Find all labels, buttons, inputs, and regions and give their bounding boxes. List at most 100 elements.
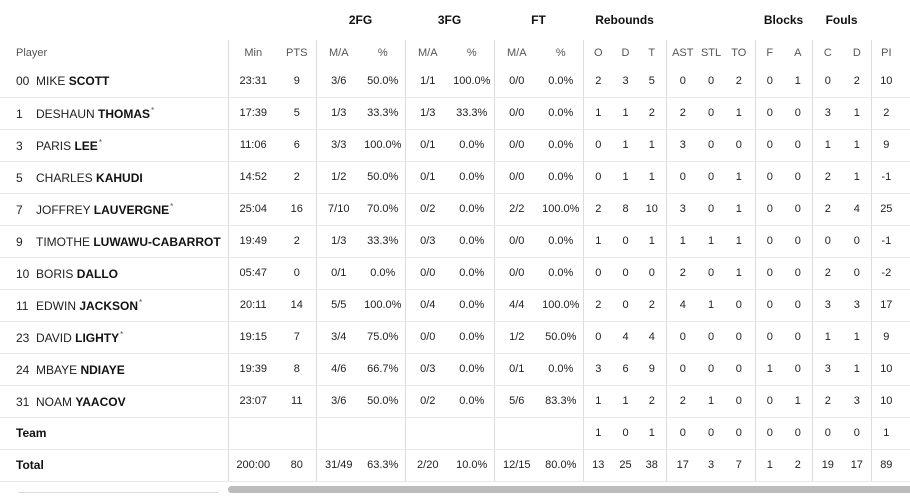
player-row[interactable]: 1 DESHAUN THOMAS* 17:39 5 1/3 33.3% 1/3 33.3% 0/… [0,97,910,130]
player-last-name[interactable]: THOMAS [98,106,151,121]
player-first-name[interactable]: MBAYE [36,362,78,377]
col-reb-t[interactable]: T [648,46,656,59]
cell-reb-t: 1 [638,129,667,162]
col-to[interactable]: TO [731,46,747,59]
player-row[interactable]: 3 PARIS LEE* 11:06 6 3/3 100.0% 0/1 0.0% 0/0 0.0%… [0,129,910,162]
player-row[interactable]: 24 MBAYE NDIAYE 19:39 8 4/6 66.7% 0/3 0.0% 0/1 0.… [0,353,910,386]
cell-blk-a: 1 [784,65,813,98]
player-cell[interactable]: 3 PARIS LEE* [0,129,228,162]
col-2fg-ma[interactable]: M/A [315,40,361,65]
cell-2fg-ma: 3/6 [315,385,361,418]
cell-3fg-ma: 1/3 [404,97,450,130]
cell-2fg-pct: 75.0% [361,321,405,354]
col-3fg-ma[interactable]: M/A [404,40,450,65]
player-last-name[interactable]: LEE [74,138,98,153]
player-cell[interactable]: 00 MIKE SCOTT [0,65,228,98]
col-player[interactable]: Player [16,46,48,59]
player-row[interactable]: 23 DAVID LIGHTY* 19:15 7 3/4 75.0% 0/0 0.0% 1/2 5… [0,321,910,354]
player-last-name[interactable]: JACKSON [79,298,139,313]
col-blk-a[interactable]: A [794,46,802,59]
col-min[interactable]: Min [227,40,278,65]
col-ast[interactable]: AST [665,40,700,65]
player-row[interactable]: 31 NOAM YAACOV 23:07 11 3/6 50.0% 0/2 0.0% 5/6 83… [0,385,910,418]
player-cell[interactable]: 1 DESHAUN THOMAS* [0,97,228,130]
spacer-cell [901,193,910,226]
cell-ft-ma: 2/2 [493,193,539,226]
total-row: Total 200:00 80 31/49 63.3% 2/20 10.0% 12/15 80.… [0,449,910,482]
col-ft-ma[interactable]: M/A [493,40,539,65]
player-cell[interactable]: 7 JOFFREY LAUVERGNE* [0,193,228,226]
cell-2fg-ma: 7/10 [315,193,361,226]
col-3fg-pct[interactable]: % [466,46,477,59]
cell-min: 14:52 [227,161,278,194]
player-row[interactable]: 11 EDWIN JACKSON* 20:11 14 5/5 100.0% 0/4 0.0% 4… [0,289,910,322]
cell-ft-ma: 0/0 [493,225,539,258]
col-2fg-pct[interactable]: % [377,46,388,59]
player-last-name[interactable]: LIGHTY [75,330,120,345]
player-last-name[interactable]: SCOTT [68,74,110,89]
col-blk-f[interactable]: F [754,40,785,65]
col-pir[interactable]: PI [870,40,902,65]
player-first-name[interactable]: NOAM [36,394,72,409]
player-first-name[interactable]: DESHAUN [36,106,95,121]
col-foul-d[interactable]: D [852,46,861,59]
cell-pir: 10 [870,385,902,418]
player-last-name[interactable]: LAUVERGNE [93,202,170,217]
player-last-name[interactable]: NDIAYE [80,362,125,377]
player-row[interactable]: 10 BORIS DALLO 05:47 0 0/1 0.0% 0/0 0.0% 0/0 0.0%… [0,257,910,290]
player-cell[interactable]: 23 DAVID LIGHTY* [0,321,228,354]
player-last-name[interactable]: YAACOV [75,394,126,409]
player-first-name[interactable]: JOFFREY [36,202,91,217]
player-first-name[interactable]: PARIS [36,138,72,153]
starter-mark: * [139,297,143,307]
cell-stl: 0 [699,97,724,130]
player-cell[interactable]: 31 NOAM YAACOV [0,385,228,418]
player-first-name[interactable]: BORIS [36,266,74,281]
cell-pts: 2 [278,225,316,258]
player-first-name[interactable]: EDWIN [36,298,76,313]
cell-pts: 9 [278,65,316,98]
cell-pts: 8 [278,353,316,386]
player-first-name[interactable]: DAVID [36,330,72,345]
col-pts[interactable]: PTS [286,46,308,59]
player-number: 3 [16,138,23,153]
cell-foul-c: 1 [811,129,844,162]
cell-foul-c: 2 [811,193,844,226]
bottom-divider [18,492,218,493]
cell-blk-f: 0 [754,417,785,450]
cell-3fg-pct: 0.0% [450,225,494,258]
col-stl[interactable]: STL [700,46,722,59]
horizontal-scrollbar-thumb[interactable] [228,486,910,493]
player-last-name[interactable]: LUWAWU-CABARROT [93,234,221,249]
player-first-name[interactable]: CHARLES [36,170,93,185]
player-last-name[interactable]: DALLO [76,266,119,281]
cell-ft-ma: 0/0 [493,129,539,162]
cell-stl: 0 [699,129,724,162]
cell-3fg-pct: 0.0% [450,353,494,386]
col-reb-d[interactable]: D [621,46,630,59]
cell-blk-a: 0 [784,193,813,226]
player-cell[interactable]: 9 TIMOTHE LUWAWU-CABARROT [0,225,228,258]
player-row[interactable]: 7 JOFFREY LAUVERGNE* 25:04 16 7/10 70.0% 0/2 0.… [0,193,910,226]
cell-ft-ma: 0/0 [493,97,539,130]
player-row[interactable]: 9 TIMOTHE LUWAWU-CABARROT 19:49 2 1/3 33.3% 0/… [0,225,910,258]
cell-pts: 11 [278,385,316,418]
col-ft-pct[interactable]: % [555,46,566,59]
cell-3fg-pct: 0.0% [450,289,494,322]
col-foul-c[interactable]: C [811,40,844,65]
player-cell[interactable]: 5 CHARLES KAHUDI [0,161,228,194]
player-first-name[interactable]: MIKE [36,74,66,89]
cell-2fg-ma: 1/3 [315,97,361,130]
col-reb-o[interactable]: O [582,40,614,65]
cell-reb-d: 6 [613,353,639,386]
player-cell[interactable]: 24 MBAYE NDIAYE [0,353,228,386]
player-last-name[interactable]: KAHUDI [96,170,143,185]
cell-foul-d: 1 [843,97,872,130]
player-first-name[interactable]: TIMOTHE [36,234,90,249]
player-cell[interactable]: 11 EDWIN JACKSON* [0,289,228,322]
cell-reb-d: 0 [613,289,639,322]
cell-min: 23:31 [227,65,278,98]
player-row[interactable]: 00 MIKE SCOTT 23:31 9 3/6 50.0% 1/1 100.0% 0/0 0.… [0,65,910,98]
player-cell[interactable]: 10 BORIS DALLO [0,257,228,290]
player-row[interactable]: 5 CHARLES KAHUDI 14:52 2 1/2 50.0% 0/1 0.0% 0/0 0… [0,161,910,194]
